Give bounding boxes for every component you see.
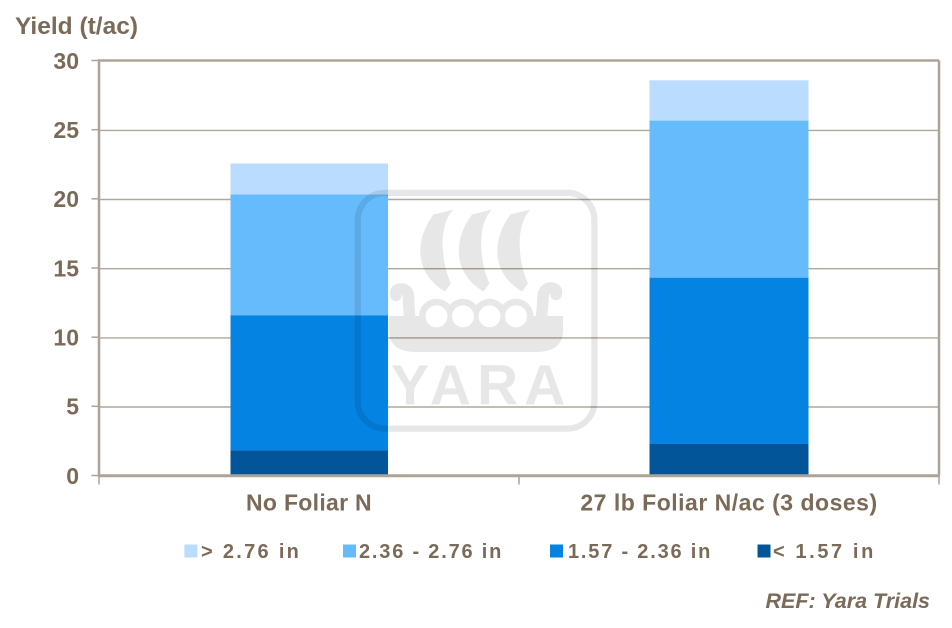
svg-text:5: 5 (66, 394, 79, 420)
svg-text:Yield (t/ac): Yield (t/ac) (15, 13, 138, 40)
svg-text:< 1.57 in: < 1.57 in (773, 541, 876, 563)
svg-text:YARA: YARA (391, 354, 571, 418)
svg-text:No Foliar N: No Foliar N (246, 490, 372, 516)
svg-text:1.57 - 2.36 in: 1.57 - 2.36 in (568, 541, 712, 563)
svg-text:0: 0 (66, 463, 79, 489)
svg-text:25: 25 (53, 117, 79, 143)
svg-text:15: 15 (53, 255, 79, 281)
svg-text:27 lb Foliar N/ac (3 doses): 27 lb Foliar N/ac (3 doses) (580, 490, 877, 516)
svg-text:10: 10 (53, 325, 79, 351)
svg-text:30: 30 (53, 48, 79, 74)
svg-text:> 2.76 in: > 2.76 in (201, 541, 301, 563)
svg-text:2.36 - 2.76 in: 2.36 - 2.76 in (359, 541, 503, 563)
svg-text:20: 20 (53, 186, 79, 212)
svg-text:REF: Yara Trials: REF: Yara Trials (765, 589, 930, 613)
